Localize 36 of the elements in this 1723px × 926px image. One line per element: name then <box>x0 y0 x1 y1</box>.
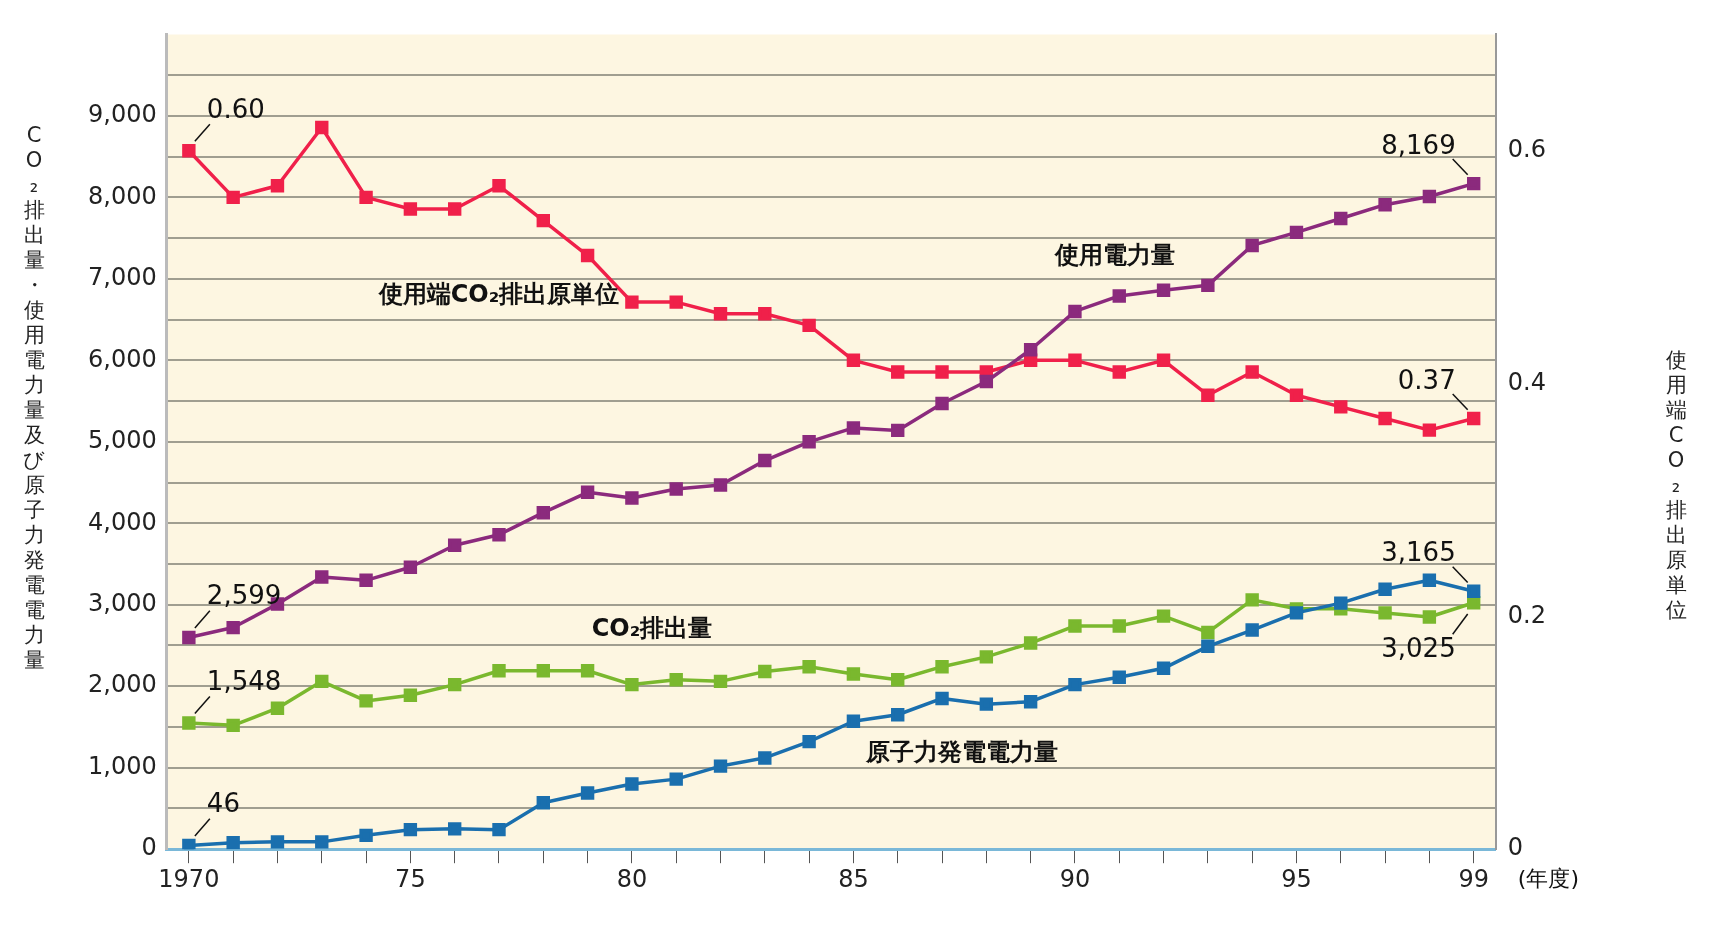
y-tick-label: 4,000 <box>87 507 157 536</box>
x-axis-title: (年度) <box>1517 865 1579 891</box>
y-tick-label: 3,000 <box>87 588 157 617</box>
text: 使用端CO₂排出原単位 <box>1665 348 1687 622</box>
x-tick-label: 1970 <box>158 864 220 893</box>
y-tick-label: 5,000 <box>87 426 157 455</box>
data-label: 0.37 <box>1397 364 1456 395</box>
y-tick-label: 1,000 <box>87 751 157 780</box>
x-tick-label: 90 <box>1059 864 1091 893</box>
series-label: 使用端CO₂排出原単位 <box>377 279 620 308</box>
series-label: 使用電力量 <box>1053 240 1175 269</box>
y2-tick-label: 0 <box>1507 833 1524 862</box>
data-label: 0.60 <box>206 93 265 124</box>
y-tick-label: 6,000 <box>87 344 157 373</box>
data-label: 3,025 <box>1381 632 1456 663</box>
x-tick-label: 80 <box>616 864 648 893</box>
data-label: 8,169 <box>1381 129 1456 160</box>
y2-tick-label: 0.4 <box>1507 367 1546 396</box>
x-tick-label: 85 <box>838 864 869 893</box>
x-tick-label: 99 <box>1458 864 1489 893</box>
y-tick-label: 7,000 <box>87 263 157 292</box>
data-label: 1,548 <box>206 665 282 696</box>
data-label: 2,599 <box>206 580 282 611</box>
y-tick-label: 8,000 <box>87 181 157 210</box>
text: CO₂排出量・使用電力量及び原子力発電電力量 <box>23 123 45 672</box>
y-tick-label: 9,000 <box>87 100 157 129</box>
series-label: CO₂排出量 <box>591 613 713 642</box>
y2-tick-label: 0.2 <box>1507 600 1546 629</box>
y-tick-label: 2,000 <box>87 670 157 699</box>
data-label: 3,165 <box>1381 537 1456 568</box>
series-label: 原子力発電電力量 <box>865 737 1059 766</box>
x-tick-label: 95 <box>1281 864 1312 893</box>
data-label: 46 <box>206 788 240 819</box>
x-tick-label: 75 <box>395 864 426 893</box>
y-tick-label: 0 <box>141 833 157 862</box>
y2-tick-label: 0.6 <box>1507 135 1546 164</box>
